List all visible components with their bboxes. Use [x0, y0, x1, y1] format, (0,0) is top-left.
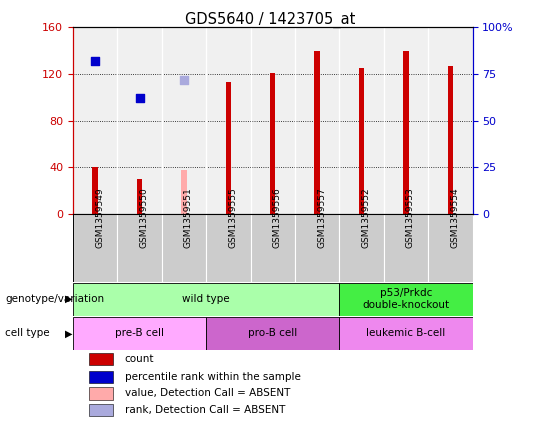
Point — [91, 58, 99, 64]
Bar — [251, 214, 295, 282]
Point — [180, 76, 188, 83]
Text: ▶: ▶ — [65, 328, 72, 338]
Bar — [295, 214, 339, 282]
Text: GSM1359552: GSM1359552 — [361, 187, 370, 247]
Text: GSM1359554: GSM1359554 — [450, 187, 460, 247]
Bar — [384, 214, 428, 282]
Text: GSM1359553: GSM1359553 — [406, 187, 415, 247]
Text: pre-B cell: pre-B cell — [115, 328, 164, 338]
Point — [224, 0, 233, 3]
Text: count: count — [125, 354, 154, 364]
Text: leukemic B-cell: leukemic B-cell — [366, 328, 445, 338]
Bar — [270, 73, 275, 214]
Bar — [314, 51, 320, 214]
Text: cell type: cell type — [5, 328, 50, 338]
Text: rank, Detection Call = ABSENT: rank, Detection Call = ABSENT — [125, 405, 285, 415]
Bar — [89, 371, 113, 383]
Bar — [117, 214, 161, 282]
Bar — [403, 51, 409, 214]
Bar — [89, 387, 113, 400]
Bar — [206, 317, 339, 350]
Bar — [339, 317, 472, 350]
Bar — [89, 353, 113, 365]
Bar — [226, 82, 231, 214]
Text: ▶: ▶ — [65, 294, 72, 304]
Bar — [339, 214, 384, 282]
Text: GSM1359556: GSM1359556 — [273, 187, 282, 247]
Bar — [448, 66, 453, 214]
Bar — [161, 214, 206, 282]
Bar — [181, 170, 186, 214]
Text: value, Detection Call = ABSENT: value, Detection Call = ABSENT — [125, 388, 290, 398]
Text: GSM1359555: GSM1359555 — [228, 187, 237, 247]
Bar — [359, 68, 364, 214]
Text: GSM1359551: GSM1359551 — [184, 187, 193, 247]
Bar — [73, 214, 117, 282]
Bar — [428, 214, 472, 282]
Text: genotype/variation: genotype/variation — [5, 294, 105, 304]
Point — [135, 95, 144, 102]
Text: p53/Prkdc
double-knockout: p53/Prkdc double-knockout — [362, 288, 449, 310]
Bar — [89, 404, 113, 416]
Text: GSM1359550: GSM1359550 — [139, 187, 148, 247]
Bar — [73, 317, 206, 350]
Text: GSM1359549: GSM1359549 — [95, 187, 104, 247]
Text: pro-B cell: pro-B cell — [248, 328, 298, 338]
Bar — [339, 283, 472, 316]
Bar — [73, 283, 339, 316]
Text: GSM1359557: GSM1359557 — [317, 187, 326, 247]
Bar — [92, 167, 98, 214]
Text: percentile rank within the sample: percentile rank within the sample — [125, 372, 301, 382]
Text: wild type: wild type — [183, 294, 230, 304]
Text: GDS5640 / 1423705_at: GDS5640 / 1423705_at — [185, 12, 355, 28]
Bar — [137, 179, 142, 214]
Bar — [206, 214, 251, 282]
